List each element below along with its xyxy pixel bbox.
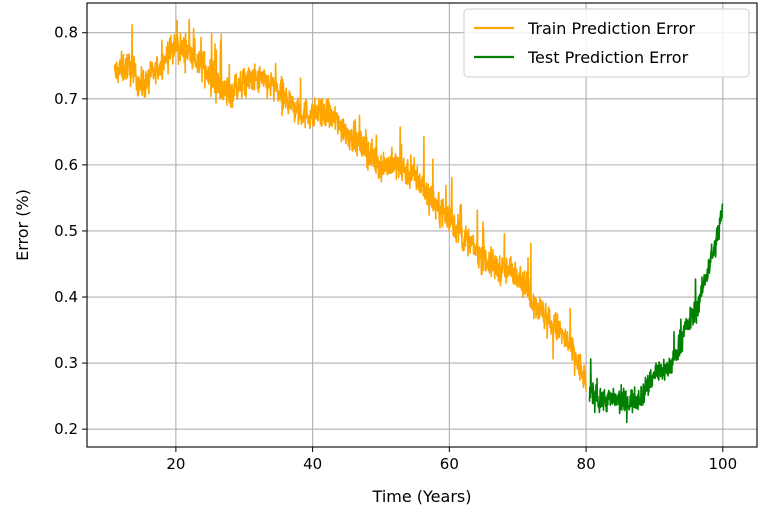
x-axis-label: Time (Years) [372,487,472,506]
y-tick-label: 0.5 [54,222,78,240]
plot-frame [86,2,758,448]
y-tick-label: 0.2 [54,420,78,438]
y-tick-label: 0.7 [54,90,78,108]
series-line-train [113,18,587,392]
y-axis-ticks: 0.2 0.3 0.4 0.5 0.6 0.7 0.8 [54,24,87,438]
legend-box [463,8,750,78]
x-tick-label: 80 [577,455,596,473]
x-tick-label: 20 [166,455,185,473]
series-line-test [588,203,724,424]
y-axis-label: Error (%) [13,189,32,261]
y-tick-label: 0.6 [54,156,78,174]
x-axis-ticks: 20 40 60 80 100 [166,447,737,473]
x-tick-label: 40 [303,455,322,473]
y-tick-label: 0.3 [54,354,78,372]
legend-label-test: Test Prediction Error [527,48,689,67]
x-tick-label: 60 [440,455,459,473]
series-lines [113,18,724,424]
y-tick-label: 0.4 [54,288,78,306]
x-tick-label: 100 [708,455,737,473]
legend-label-train: Train Prediction Error [527,19,695,38]
y-tick-label: 0.8 [54,24,78,42]
legend: Train Prediction Error Test Prediction E… [463,8,750,78]
